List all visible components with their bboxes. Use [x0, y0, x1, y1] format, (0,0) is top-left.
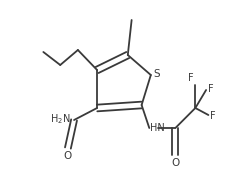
Text: F: F — [210, 111, 216, 121]
Text: HN: HN — [150, 123, 165, 133]
Text: F: F — [208, 84, 214, 94]
Text: O: O — [171, 158, 180, 168]
Text: F: F — [188, 73, 194, 83]
Text: H$_2$N: H$_2$N — [50, 112, 70, 126]
Text: O: O — [64, 151, 72, 161]
Text: S: S — [154, 69, 160, 79]
